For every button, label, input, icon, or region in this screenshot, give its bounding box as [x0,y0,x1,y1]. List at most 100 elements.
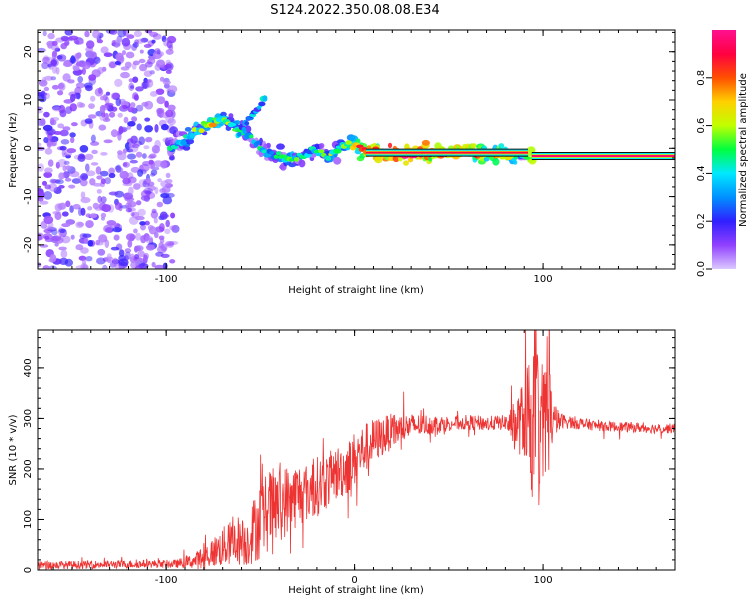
noise-speckle [44,167,53,174]
noise-speckle [164,228,171,235]
noise-speckle [77,76,84,83]
ridge-core [255,140,261,145]
noise-speckle [151,208,157,214]
noise-speckle [64,30,73,36]
noise-speckle [61,149,67,158]
noise-speckle [69,56,77,64]
ridge-branch [237,132,242,137]
ytick-label: 0 [23,567,34,573]
ridge-halo [276,143,285,150]
noise-speckle [99,112,104,121]
band-core [365,151,528,154]
noise-speckle [117,30,127,38]
noise-speckle [139,63,148,72]
noise-speckle [81,61,91,70]
band-core [531,155,675,158]
noise-speckle [61,235,71,244]
noise-speckle [72,203,81,210]
noise-speckle [134,39,140,45]
noise-speckle [161,123,169,131]
noise-speckle [159,76,165,82]
noise-speckle [81,174,89,180]
noise-speckle [158,242,164,249]
noise-speckle [76,101,84,108]
colorbar-tick-label: 0.2 [696,213,707,229]
noise-speckle [128,82,135,92]
noise-speckle [145,136,153,143]
ytick-label: 400 [23,358,34,377]
noise-speckle [104,177,111,185]
noise-speckle [144,125,154,133]
noise-speckle [48,265,57,269]
noise-speckle [85,213,92,218]
noise-speckle [78,207,83,216]
noise-speckle [75,82,85,89]
noise-speckle [85,163,90,172]
noise-speckle [110,92,119,100]
noise-speckle [75,61,83,67]
noise-speckle [115,167,124,173]
noise-speckle [80,197,91,204]
noise-speckle [165,219,170,228]
ridge-halo [220,111,227,117]
noise-speckle [150,169,158,176]
noise-speckle [141,81,150,89]
noise-speckle [62,73,71,82]
snr-frame [37,329,676,571]
ridge-core [325,155,332,161]
noise-speckle [51,40,58,47]
ytick-label: 100 [23,510,34,529]
ridge-halo [498,143,505,149]
figure-title: S124.2022.350.08.08.E34 [270,3,439,18]
noise-speckle [119,171,125,176]
noise-speckle [86,40,95,49]
noise-speckle [59,145,67,151]
noise-speckle [157,178,162,183]
noise-speckle [154,48,161,55]
noise-speckle [131,143,140,149]
noise-speckle [97,248,106,256]
noise-speckle [60,42,67,50]
noise-speckle [49,254,57,263]
ytick-label: 200 [23,459,34,478]
noise-speckle [75,40,80,45]
noise-speckle [71,178,81,184]
ridge-branch [244,121,250,126]
noise-speckle [59,257,69,265]
noise-speckle [126,200,133,205]
noise-speckle [80,247,89,254]
noise-speckle [127,239,133,248]
noise-speckle [125,51,135,59]
ytick-label: -20 [23,237,34,253]
noise-speckle [66,148,77,154]
noise-speckle [156,59,166,68]
ridge-core [273,154,279,159]
noise-speckle [65,106,73,114]
noise-speckle [113,234,120,241]
ridge-band [365,148,528,157]
noise-speckle [122,148,127,154]
noise-speckle [89,178,96,186]
noise-speckle [164,100,169,108]
noise-speckle [118,126,124,135]
noise-speckle [38,191,45,198]
ridge-core [523,156,531,160]
colorbar-strip [712,30,736,269]
noise-speckle [58,185,65,189]
noise-speckle [149,153,157,159]
xtick-label: -100 [155,575,178,586]
noise-speckle [98,124,107,131]
noise-speckle [75,53,82,59]
noise-speckle [154,124,159,133]
noise-speckle [43,171,53,178]
ridge-halo [184,126,192,132]
noise-speckle [46,227,57,232]
noise-speckle [62,171,70,179]
noise-speckle [154,166,160,171]
noise-speckle [133,30,142,38]
noise-speckle [44,148,53,155]
noise-speckle [44,225,53,230]
noise-speckle [164,63,172,69]
noise-speckle [38,146,45,151]
